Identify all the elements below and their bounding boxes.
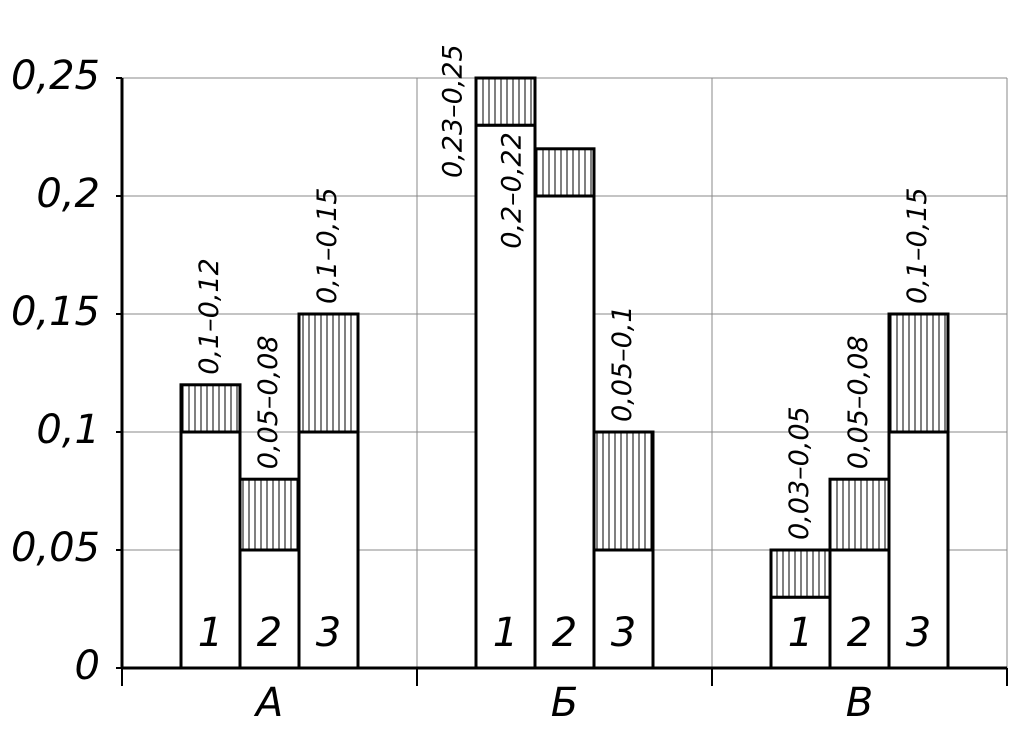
bar-range <box>887 312 950 434</box>
bar-base <box>592 548 655 670</box>
value-label: 0,23–0,25 <box>438 44 469 178</box>
series-label: 1 <box>788 610 813 656</box>
y-tick-label: 0,15 <box>11 289 100 335</box>
bar-range <box>592 430 655 552</box>
value-label: 0,05–0,08 <box>843 335 874 469</box>
y-tick-label: 0,25 <box>11 53 100 99</box>
bar-base <box>238 548 301 670</box>
bar-range <box>828 477 891 552</box>
bar-range <box>474 76 537 127</box>
series-label: 3 <box>316 610 341 656</box>
y-tick-label: 0 <box>75 643 100 689</box>
value-label: 0,2–0,22 <box>497 132 528 249</box>
series-label: 3 <box>906 610 931 656</box>
series-label: 1 <box>493 610 518 656</box>
value-label: 0,1–0,15 <box>312 187 343 304</box>
bar-base <box>533 194 596 670</box>
value-label: 0,1–0,15 <box>902 187 933 304</box>
x-category-label: А <box>253 680 283 726</box>
bar-base <box>474 123 537 670</box>
value-label: 0,1–0,12 <box>194 258 225 375</box>
bar-range <box>533 147 596 198</box>
bar-range <box>179 383 242 434</box>
series-label: 2 <box>847 610 872 656</box>
bar-base <box>769 595 832 670</box>
bar-range <box>769 548 832 599</box>
y-tick-label: 0,2 <box>36 171 100 217</box>
y-tick-label: 0,05 <box>11 525 100 571</box>
value-label: 0,05–0,1 <box>607 305 638 422</box>
series-label: 1 <box>198 610 223 656</box>
bar-base <box>828 548 891 670</box>
value-label: 0,05–0,08 <box>253 335 284 469</box>
x-category-label: Б <box>551 680 578 726</box>
series-label: 2 <box>552 610 577 656</box>
series-label: 2 <box>257 610 282 656</box>
bar-range <box>238 477 301 552</box>
x-category-label: В <box>846 680 873 726</box>
y-tick-label: 0,1 <box>36 407 100 453</box>
bar-range <box>297 312 360 434</box>
series-label: 3 <box>611 610 636 656</box>
value-label: 0,03–0,05 <box>784 406 815 540</box>
